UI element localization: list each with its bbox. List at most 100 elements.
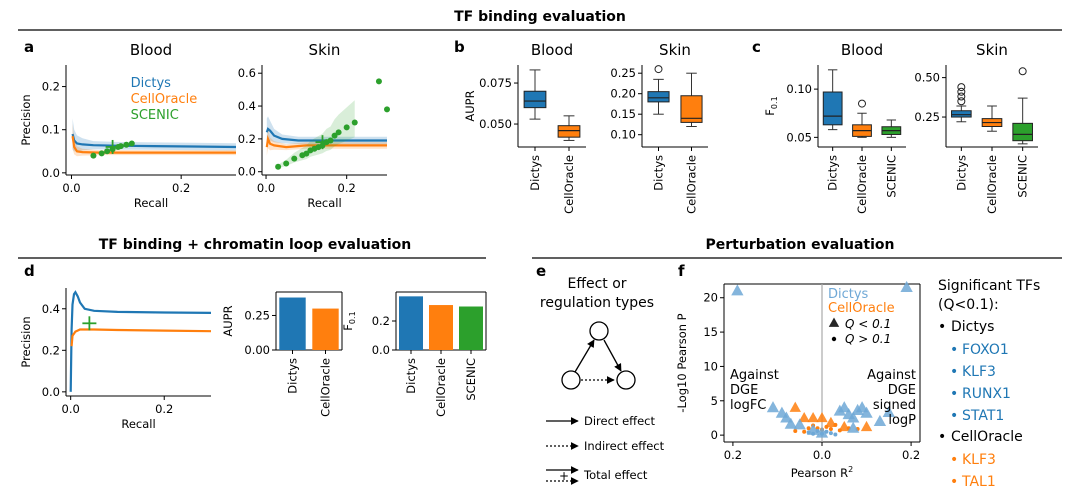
panel-label-c: c [752, 38, 761, 56]
point-celloracle-nonsig [815, 426, 820, 431]
x-tick-label: 0.0 [813, 448, 831, 462]
annotation-right: signed [873, 398, 916, 413]
x-tick-label: Dictys [528, 155, 542, 191]
y-tick-label: 0.25 [244, 308, 270, 322]
annotation-right: DGE [888, 383, 916, 398]
x-axis-label: Recall [307, 196, 341, 210]
y-axis-label: Precision [19, 94, 33, 145]
scenic-point [275, 163, 282, 170]
tf-celloracle-item: TAL1 [961, 474, 996, 490]
y-tick-label: 0 [711, 428, 718, 442]
point-dictys-sig [793, 418, 806, 430]
legend-celloracle: CellOracle [131, 92, 198, 107]
point-celloracle-nonsig [793, 429, 798, 434]
x-tick-label: Dictys [404, 358, 418, 394]
y-tick-label: 0.0 [372, 343, 390, 357]
c-skin-axes: 0.25 0.50 Skin Dictys CellOracle SCENIC [914, 41, 1038, 214]
x-tick-label: 0.0 [62, 402, 80, 416]
scenic-point [291, 155, 298, 162]
y-tick-label: 0.0 [42, 166, 60, 180]
point-dictys-sig [873, 414, 887, 426]
sig-tfs-dictys-label: Dictys [951, 319, 994, 335]
box-outlier [957, 92, 966, 101]
legend-direct-label: Direct effect [584, 414, 655, 428]
box-dictys [523, 69, 547, 120]
scenic-point [98, 150, 105, 157]
x-tick-label: 0.2 [902, 448, 920, 462]
tf-dictys-bullet: • [950, 364, 958, 380]
legend-nonsig-label: Q > 0.1 [845, 332, 891, 346]
y-axis-label: F0.1 [763, 96, 779, 115]
sig-tfs-bullet: • [938, 429, 946, 445]
panel-label-e: e [536, 262, 546, 280]
y-tick-label: 0.0 [238, 165, 256, 179]
series-line-celloracle [71, 136, 236, 154]
x-tick-label: 0.2 [338, 181, 356, 195]
x-tick-label: CellOracle [855, 155, 869, 214]
chart-title: Skin [659, 41, 691, 59]
tf-celloracle-bullet: • [950, 474, 958, 490]
bar-dictys [399, 296, 423, 350]
x-axis-label: Recall [134, 196, 168, 210]
scenic-point [331, 132, 338, 139]
tf-dictys-item: KLF3 [962, 364, 996, 380]
f-volcano-axes: 0 5 10 15 20 0.2 0.0 0.2 Pearson R2 -Log10 Pearso… [675, 280, 921, 480]
box-outlier [957, 97, 966, 106]
box-iqr [557, 125, 581, 138]
box-outlier [1018, 67, 1027, 76]
y-tick-label: 0.10 [786, 82, 812, 96]
legend-scenic: SCENIC [131, 108, 179, 123]
scenic-point [335, 129, 342, 136]
x-tick-label: CellOracle [319, 358, 333, 417]
y-axis-label: F0.1 [341, 311, 357, 330]
scenic-point [123, 141, 130, 148]
series-line-celloracle [265, 134, 387, 149]
point-dictys-nonsig [824, 429, 829, 434]
box-outlier [957, 83, 966, 92]
x-tick-label: CellOracle [985, 155, 999, 214]
y-axis-label: AUPR [463, 90, 477, 121]
panel-label-b: b [454, 38, 465, 56]
box-iqr [822, 91, 843, 126]
x-tick-label: 0.2 [172, 181, 190, 195]
scenic-point [303, 150, 310, 157]
scenic-point [90, 152, 97, 159]
x-tick-label: Dictys [286, 358, 300, 394]
point-dictys-sig [766, 401, 780, 413]
box-iqr [951, 110, 972, 118]
point-celloracle-sig [825, 416, 837, 427]
box-outlier [957, 87, 966, 96]
tf-dictys-bullet: • [950, 408, 958, 424]
bar-scenic [459, 306, 483, 350]
x-tick-label: SCENIC [1016, 155, 1030, 198]
point-dictys-sig [860, 406, 873, 418]
series-line-celloracle [70, 328, 212, 347]
point-dictys-nonsig [828, 431, 833, 436]
box-dictys [822, 69, 843, 131]
scenic-point [375, 78, 382, 85]
y-tick-label: 0.2 [42, 343, 60, 357]
y-tick-label: 0.075 [479, 76, 512, 90]
chart-title: Blood [841, 41, 883, 59]
y-tick-label: 0.2 [372, 314, 390, 328]
box-celloracle [680, 72, 703, 127]
y-axis-label-subscript: 0.1 [770, 96, 779, 109]
annotation-left: logFC [730, 398, 766, 413]
y-tick-label: 0.25 [914, 110, 940, 124]
point-celloracle-sig [798, 411, 810, 423]
box-outlier [654, 65, 663, 74]
y-tick-label: 0.0 [42, 385, 60, 399]
series-band-celloracle [72, 123, 236, 157]
x-tick-label: 0.0 [62, 181, 80, 195]
tf-dictys-item: STAT1 [962, 408, 1004, 424]
y-tick-label: 0.15 [610, 107, 636, 121]
tf-dictys-bullet: • [950, 386, 958, 402]
y-tick-label: 0.2 [42, 80, 60, 94]
y-axis-label: AUPR [221, 305, 235, 336]
series-band-dictys [266, 116, 387, 147]
panel-label-d: d [24, 262, 35, 280]
panel-e-title-line2: regulation types [540, 295, 654, 311]
bar-celloracle [429, 305, 453, 350]
x-tick-label: SCENIC [464, 358, 478, 401]
x-tick-label: 0.2 [724, 448, 742, 462]
